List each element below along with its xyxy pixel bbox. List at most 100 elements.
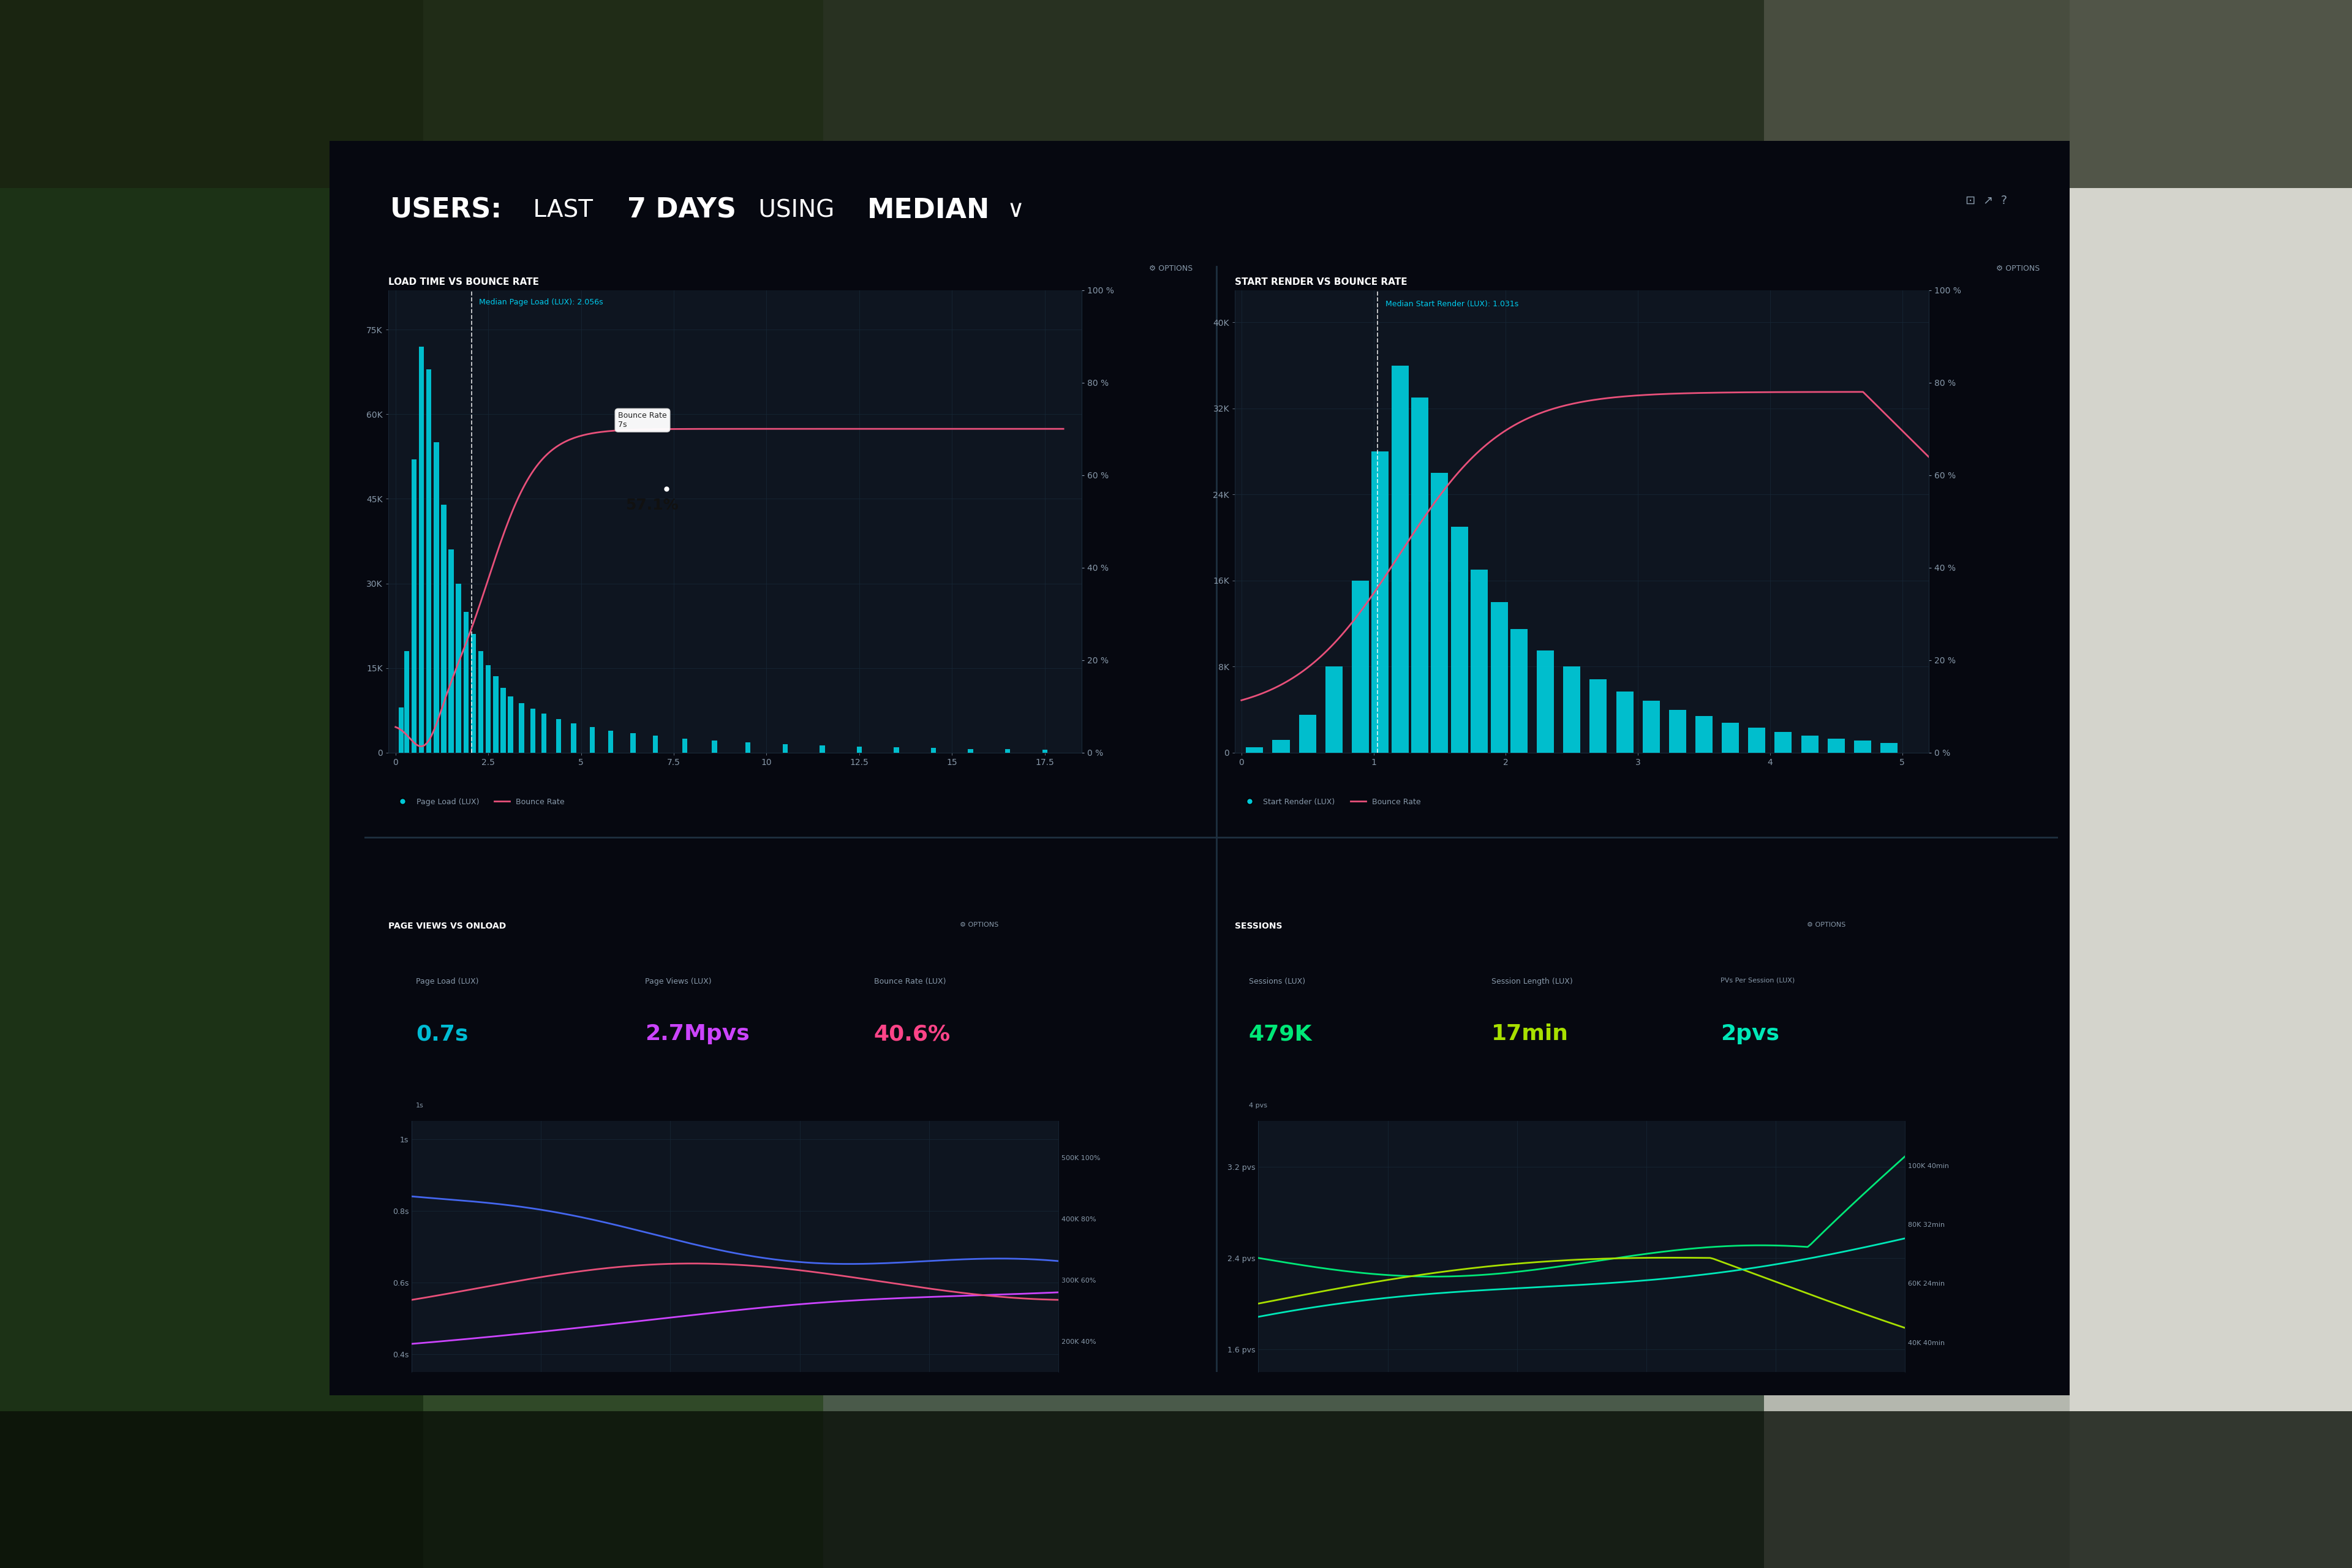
Bar bbox=[713, 740, 717, 753]
Bar bbox=[590, 728, 595, 753]
FancyBboxPatch shape bbox=[287, 110, 2114, 1427]
Bar bbox=[541, 713, 546, 753]
Bar bbox=[529, 709, 536, 753]
Bar bbox=[520, 702, 524, 753]
Text: START RENDER VS BOUNCE RATE: START RENDER VS BOUNCE RATE bbox=[1235, 278, 1406, 287]
Text: 57.1%: 57.1% bbox=[626, 499, 680, 513]
Bar bbox=[449, 549, 454, 753]
Text: 0.7s: 0.7s bbox=[416, 1024, 468, 1044]
Bar bbox=[433, 442, 440, 753]
Bar bbox=[1004, 750, 1011, 753]
Text: LAST: LAST bbox=[524, 199, 600, 223]
Text: 7 DAYS: 7 DAYS bbox=[628, 198, 736, 223]
Text: USERS:: USERS: bbox=[390, 198, 501, 223]
Text: PAGE VIEWS VS ONLOAD: PAGE VIEWS VS ONLOAD bbox=[388, 922, 506, 930]
Bar bbox=[1828, 739, 1844, 753]
Bar bbox=[652, 735, 659, 753]
Bar bbox=[1536, 651, 1555, 753]
Text: 1s: 1s bbox=[416, 1102, 423, 1109]
Bar bbox=[0, 1411, 2352, 1568]
Bar bbox=[1853, 740, 1872, 753]
Bar bbox=[0, 0, 823, 1568]
Bar bbox=[1272, 740, 1289, 753]
Bar bbox=[1748, 728, 1766, 753]
Legend: Start Render (LUX), Bounce Rate: Start Render (LUX), Bounce Rate bbox=[1240, 795, 1423, 809]
Bar bbox=[1247, 748, 1263, 753]
Text: ⊡  ↗  ?: ⊡ ↗ ? bbox=[1966, 194, 2006, 207]
Bar bbox=[477, 651, 485, 753]
Bar bbox=[746, 743, 750, 753]
Text: Page Views (LUX): Page Views (LUX) bbox=[644, 977, 710, 985]
Bar bbox=[1590, 679, 1606, 753]
Bar bbox=[1491, 602, 1508, 753]
Bar bbox=[1722, 723, 1738, 753]
Bar bbox=[1670, 710, 1686, 753]
Text: ⚙ OPTIONS: ⚙ OPTIONS bbox=[1997, 265, 2039, 273]
Text: Sessions (LUX): Sessions (LUX) bbox=[1249, 977, 1305, 985]
Bar bbox=[405, 651, 409, 753]
Bar bbox=[2070, 0, 2352, 1568]
Bar bbox=[1451, 527, 1468, 753]
Bar bbox=[0, 0, 2352, 188]
Bar bbox=[609, 731, 614, 753]
Bar bbox=[0, 0, 423, 1568]
Bar bbox=[419, 347, 423, 753]
Text: SESSIONS: SESSIONS bbox=[1235, 922, 1282, 930]
Text: Median Start Render (LUX): 1.031s: Median Start Render (LUX): 1.031s bbox=[1385, 299, 1519, 307]
Bar bbox=[555, 718, 562, 753]
Bar bbox=[494, 676, 499, 753]
Text: MEDIAN: MEDIAN bbox=[868, 198, 990, 223]
Bar bbox=[1510, 629, 1526, 753]
Text: 4 pvs: 4 pvs bbox=[1249, 1102, 1268, 1109]
Bar bbox=[397, 707, 405, 753]
Bar bbox=[894, 748, 898, 753]
Bar bbox=[1802, 735, 1818, 753]
Bar bbox=[1042, 750, 1047, 753]
Text: Bounce Rate
7s: Bounce Rate 7s bbox=[619, 412, 668, 430]
Bar bbox=[1470, 569, 1489, 753]
Bar bbox=[682, 739, 687, 753]
Bar bbox=[1564, 666, 1581, 753]
Bar bbox=[485, 665, 492, 753]
Bar bbox=[508, 696, 513, 753]
Bar bbox=[1430, 474, 1449, 753]
Text: Page Load (LUX): Page Load (LUX) bbox=[416, 977, 477, 985]
Bar bbox=[1352, 580, 1369, 753]
Bar bbox=[1696, 717, 1712, 753]
Text: ⚙ OPTIONS: ⚙ OPTIONS bbox=[1806, 922, 1846, 928]
Bar bbox=[1616, 691, 1632, 753]
Text: 17min: 17min bbox=[1491, 1024, 1569, 1044]
Bar bbox=[572, 723, 576, 753]
Text: 2.7Mpvs: 2.7Mpvs bbox=[644, 1024, 750, 1044]
Bar bbox=[1371, 452, 1388, 753]
Text: 40.6%: 40.6% bbox=[875, 1024, 950, 1044]
Bar bbox=[412, 459, 416, 753]
Bar bbox=[1324, 666, 1343, 753]
Bar bbox=[1879, 743, 1898, 753]
Text: PVs Per Session (LUX): PVs Per Session (LUX) bbox=[1722, 977, 1795, 983]
Bar bbox=[1411, 398, 1428, 753]
Bar bbox=[630, 734, 635, 753]
Bar bbox=[969, 750, 974, 753]
Bar bbox=[501, 688, 506, 753]
Bar bbox=[463, 612, 468, 753]
Text: Session Length (LUX): Session Length (LUX) bbox=[1491, 977, 1573, 985]
Bar bbox=[1298, 715, 1317, 753]
Legend: Page Load (LUX), Bounce Rate: Page Load (LUX), Bounce Rate bbox=[393, 795, 567, 809]
Text: LOAD TIME VS BOUNCE RATE: LOAD TIME VS BOUNCE RATE bbox=[388, 278, 539, 287]
Bar bbox=[1764, 0, 2352, 1568]
Bar bbox=[442, 505, 447, 753]
Bar bbox=[470, 633, 475, 753]
Bar bbox=[456, 583, 461, 753]
Text: ⚙ OPTIONS: ⚙ OPTIONS bbox=[960, 922, 1000, 928]
Text: Median Page Load (LUX): 2.056s: Median Page Load (LUX): 2.056s bbox=[480, 298, 604, 306]
Bar bbox=[1776, 732, 1792, 753]
Bar bbox=[818, 745, 826, 753]
Bar bbox=[783, 745, 788, 753]
Bar bbox=[426, 368, 430, 753]
Text: 479K: 479K bbox=[1249, 1024, 1312, 1044]
Bar bbox=[1392, 365, 1409, 753]
Bar bbox=[856, 746, 861, 753]
Text: ⚙ OPTIONS: ⚙ OPTIONS bbox=[1150, 265, 1192, 273]
Bar bbox=[931, 748, 936, 753]
